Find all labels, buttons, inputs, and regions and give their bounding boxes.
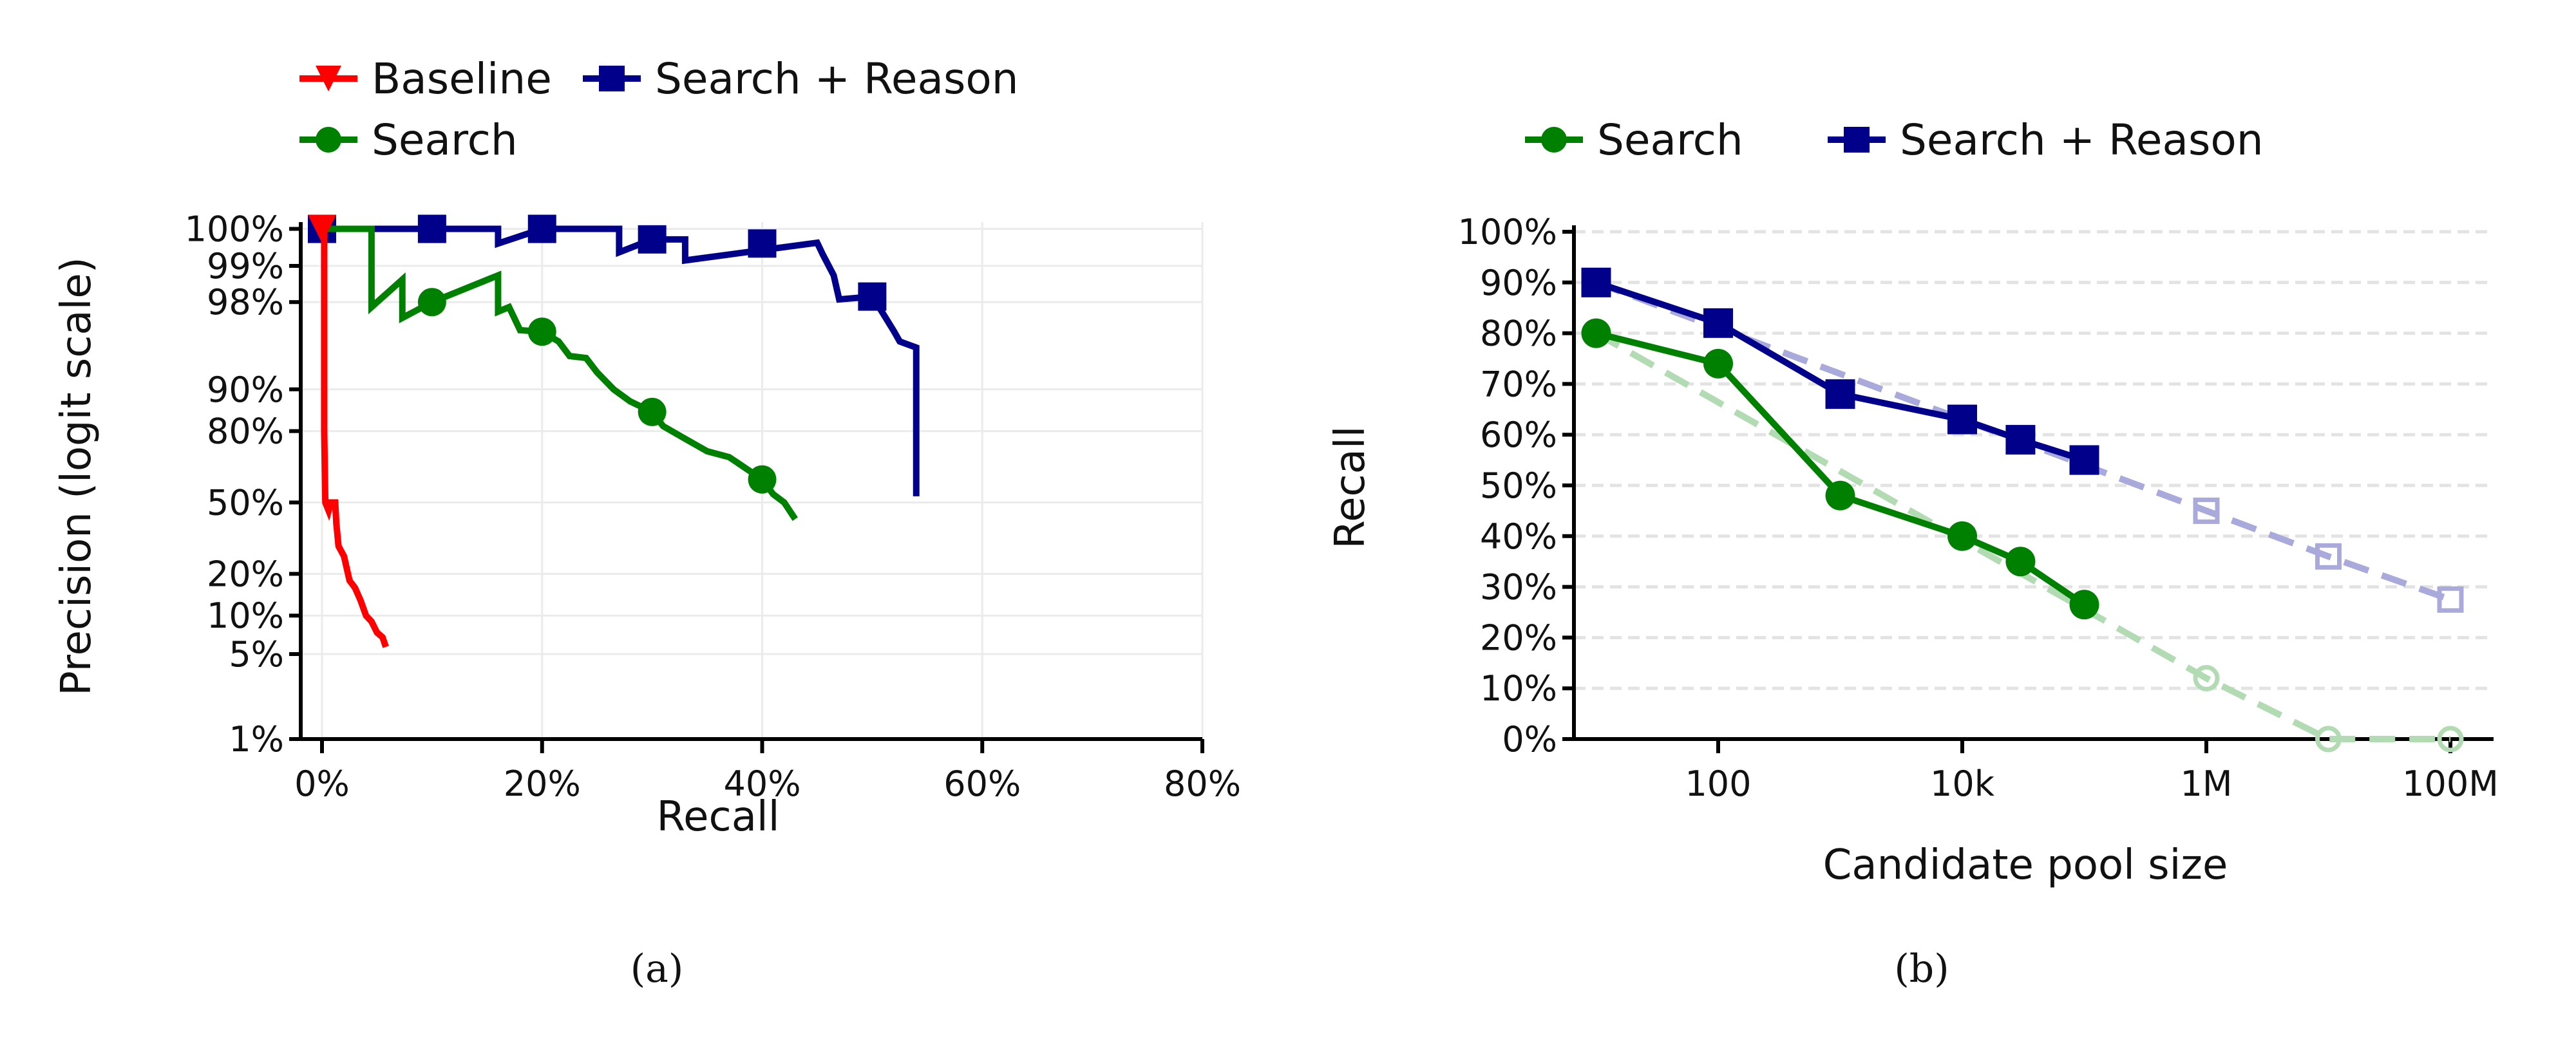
panel-b-x-label: Candidate pool size <box>1823 841 2228 889</box>
data-point-search-reason <box>748 229 777 258</box>
y-tick-label: 50% <box>207 483 284 523</box>
panel-b-y-label: Recall <box>1327 426 1374 549</box>
y-tick-label: 10% <box>1480 668 1557 709</box>
panel-a-x-label: Recall <box>657 793 780 841</box>
y-tick-label: 100% <box>185 209 284 250</box>
legend-a: Baseline Search + Reason Search <box>299 54 1019 165</box>
x-tick-label: 100M <box>2402 764 2499 804</box>
extrapolated-point-search <box>2193 664 2220 691</box>
y-tick-label: 1% <box>229 719 284 760</box>
y-tick-label: 90% <box>207 370 284 410</box>
extrapolated-point-search-reason <box>2437 586 2464 613</box>
data-point-search-reason <box>417 214 446 243</box>
y-tick-label: 10% <box>207 595 284 636</box>
data-point-search-reason <box>527 214 556 243</box>
data-point-search <box>1947 521 1977 551</box>
data-point-baseline <box>308 214 336 243</box>
x-tick-label: 10k <box>1930 764 1995 804</box>
y-tick-label: 20% <box>207 554 284 594</box>
x-tick-label: 100 <box>1685 764 1751 804</box>
data-point-search-reason <box>1581 267 1611 297</box>
data-point-search-reason <box>2069 445 2099 475</box>
data-point-search-reason <box>2005 425 2036 455</box>
series-line-baseline <box>321 225 389 648</box>
y-tick-label: 90% <box>1480 263 1557 303</box>
x-tick-label: 60% <box>943 764 1021 804</box>
y-tick-label: 99% <box>207 246 284 286</box>
legend-label-search-reason: Search + Reason <box>655 54 1019 104</box>
data-point-search <box>638 397 667 426</box>
y-tick-label: 80% <box>207 411 284 452</box>
legend-marker-search <box>316 127 341 153</box>
data-point-search <box>527 317 556 346</box>
legend-marker-search <box>1541 127 1567 153</box>
series-line-search <box>322 225 798 521</box>
y-tick-label: 60% <box>1480 415 1557 455</box>
panel-b: 0% 10% 20% 30% 40% 50% 60% 70% 80% 90% 100% 100 10k 1… <box>1458 115 2499 804</box>
x-tick-label: 80% <box>1164 764 1241 804</box>
extrapolated-point-search <box>2437 726 2464 753</box>
series-line-search-reason <box>322 225 920 496</box>
panel-a: 1%5%10%20%50%80%90%98%99%100%0% 20% 40% 60%… <box>185 54 1241 804</box>
extrapolated-point-search-reason <box>2193 497 2220 524</box>
data-point-search <box>2069 590 2099 620</box>
panel-a-y-label: Precision (logit scale) <box>53 257 100 696</box>
legend-label-search: Search <box>372 115 518 165</box>
data-point-search <box>1581 318 1611 348</box>
extrapolation-line-search-reason <box>1595 279 2452 603</box>
x-tick-label: 0% <box>294 764 350 804</box>
y-tick-label: 50% <box>1480 465 1557 506</box>
data-point-search-reason <box>1947 404 1977 435</box>
y-tick-label: 70% <box>1480 364 1557 404</box>
y-tick-label: 40% <box>1480 516 1557 557</box>
data-point-search-reason <box>1703 308 1733 338</box>
x-tick-label: 1M <box>2181 764 2233 804</box>
legend-label-search-reason: Search + Reason <box>1900 115 2264 165</box>
legend-b: Search Search + Reason <box>1525 115 2264 165</box>
y-tick-label: 80% <box>1480 314 1557 354</box>
legend-label-search: Search <box>1597 115 1743 165</box>
y-tick-label: 100% <box>1458 212 1557 252</box>
extrapolated-point-search <box>2315 726 2342 753</box>
data-point-search-reason <box>1825 379 1855 409</box>
data-point-search <box>2005 547 2036 577</box>
data-point-search <box>417 288 446 317</box>
panel-a-caption: (a) <box>630 946 684 991</box>
x-tick-label: 20% <box>504 764 581 804</box>
legend-marker-baseline <box>316 66 341 91</box>
y-tick-label: 0% <box>1502 719 1557 760</box>
data-point-search <box>1703 348 1733 379</box>
y-tick-label: 5% <box>229 634 284 675</box>
legend-label-baseline: Baseline <box>372 54 552 104</box>
data-point-search-reason <box>638 225 667 254</box>
panel-b-caption: (b) <box>1894 946 1949 991</box>
extrapolation-line-search <box>1595 330 2450 742</box>
data-point-search-reason <box>858 282 887 311</box>
extrapolated-point-search-reason <box>2315 543 2342 570</box>
data-point-search <box>1825 480 1855 511</box>
legend-marker-search-reason <box>599 66 625 91</box>
x-tick-label: 40% <box>723 764 800 804</box>
y-tick-label: 98% <box>207 282 284 323</box>
data-point-search <box>748 465 777 494</box>
y-tick-label: 30% <box>1480 567 1557 608</box>
legend-marker-search-reason <box>1844 127 1870 153</box>
y-tick-label: 20% <box>1480 617 1557 658</box>
